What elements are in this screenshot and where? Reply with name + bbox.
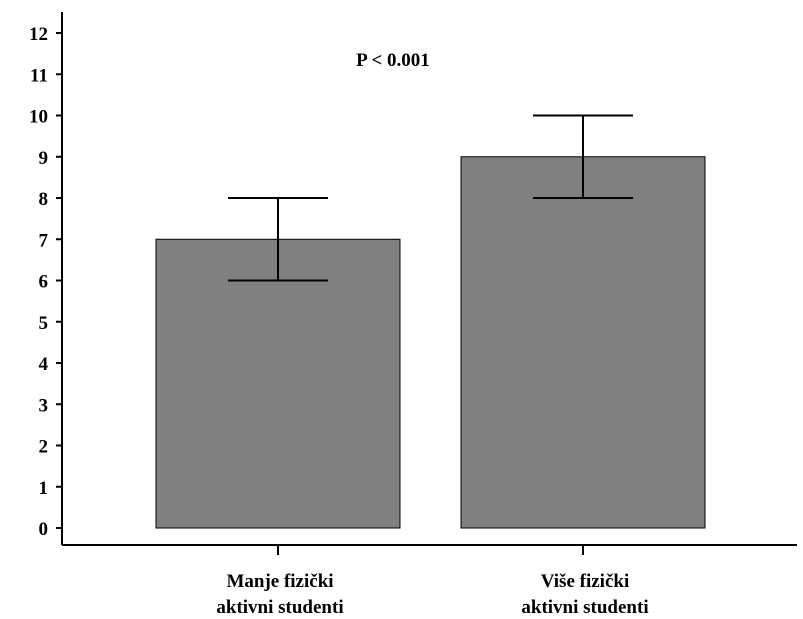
bar (460, 156, 706, 529)
y-tick-label: 6 (39, 272, 49, 293)
x-category-label: Manje fizički (226, 571, 333, 592)
x-category-label: aktivni studenti (521, 597, 648, 618)
y-tick-label: 4 (39, 354, 49, 375)
y-tick-label: 5 (39, 313, 49, 334)
x-category-label: aktivni studenti (216, 597, 343, 618)
y-tick-label: 7 (39, 230, 49, 251)
y-tick-label: 3 (39, 395, 49, 416)
y-tick-label: 1 (39, 478, 49, 499)
bar (155, 238, 401, 529)
x-category-label: Više fizički (541, 571, 629, 592)
p-value-annotation: P < 0.001 (356, 50, 430, 71)
y-tick-label: 9 (39, 148, 49, 169)
y-tick-label: 10 (29, 107, 48, 128)
y-tick-label: 12 (29, 24, 48, 45)
y-tick-label: 8 (39, 189, 49, 210)
y-tick-label: 0 (39, 519, 49, 540)
y-tick-label: 11 (30, 65, 48, 86)
y-tick-label: 2 (39, 437, 49, 458)
